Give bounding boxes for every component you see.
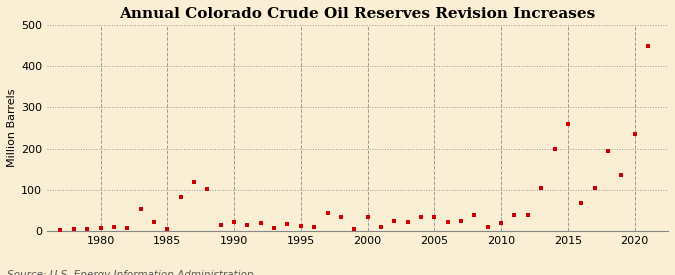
Point — [229, 220, 240, 224]
Point — [135, 206, 146, 211]
Point — [522, 213, 533, 217]
Point — [389, 219, 400, 223]
Point — [255, 221, 266, 225]
Point — [68, 227, 79, 231]
Point — [109, 225, 119, 229]
Point — [589, 186, 600, 190]
Point — [509, 213, 520, 217]
Point — [549, 147, 560, 151]
Point — [202, 186, 213, 191]
Point — [95, 226, 106, 230]
Point — [176, 195, 186, 200]
Point — [215, 223, 226, 227]
Point — [603, 148, 614, 153]
Point — [456, 219, 466, 223]
Point — [122, 226, 132, 230]
Point — [536, 186, 547, 190]
Title: Annual Colorado Crude Oil Reserves Revision Increases: Annual Colorado Crude Oil Reserves Revis… — [119, 7, 596, 21]
Point — [375, 225, 386, 229]
Point — [483, 225, 493, 229]
Point — [322, 210, 333, 215]
Point — [162, 227, 173, 231]
Point — [282, 222, 293, 226]
Point — [308, 225, 319, 229]
Point — [616, 173, 626, 178]
Point — [469, 213, 480, 217]
Point — [495, 221, 506, 225]
Point — [402, 220, 413, 224]
Point — [242, 223, 253, 227]
Point — [629, 132, 640, 136]
Point — [269, 226, 279, 230]
Point — [148, 220, 159, 224]
Point — [55, 228, 66, 232]
Point — [296, 224, 306, 229]
Point — [349, 227, 360, 231]
Point — [429, 214, 439, 219]
Point — [562, 122, 573, 126]
Point — [335, 214, 346, 219]
Y-axis label: Million Barrels: Million Barrels — [7, 89, 17, 167]
Point — [362, 214, 373, 219]
Point — [442, 220, 453, 224]
Point — [643, 43, 653, 48]
Text: Source: U.S. Energy Information Administration: Source: U.S. Energy Information Administ… — [7, 271, 253, 275]
Point — [416, 214, 427, 219]
Point — [576, 201, 587, 205]
Point — [188, 180, 199, 184]
Point — [82, 227, 92, 231]
